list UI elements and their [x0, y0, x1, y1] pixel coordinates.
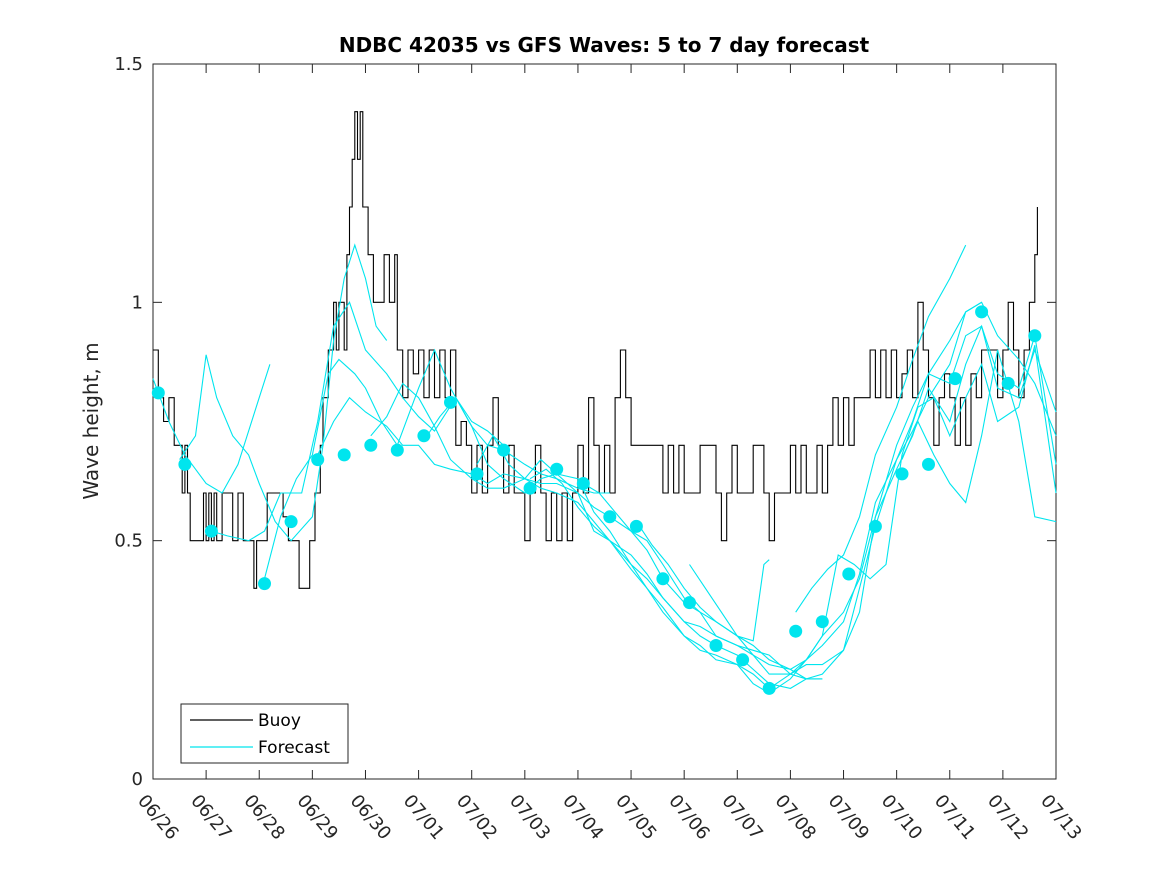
legend: Buoy Forecast — [180, 703, 349, 764]
forecast-marker — [311, 453, 325, 467]
forecast-marker — [178, 457, 192, 471]
forecast-marker — [151, 386, 165, 400]
forecast-marker — [576, 477, 590, 490]
forecast-marker — [842, 567, 856, 581]
chart-title: NDBC 42035 vs GFS Waves: 5 to 7 day fore… — [339, 33, 870, 57]
legend-label-buoy: Buoy — [258, 711, 301, 731]
forecast-marker — [948, 372, 962, 386]
legend-box — [180, 703, 349, 764]
forecast-marker — [683, 596, 696, 610]
forecast-marker — [709, 639, 723, 652]
forecast-marker — [656, 572, 670, 586]
y-axis-label: Wave height, m — [79, 342, 103, 499]
forecast-marker — [815, 615, 829, 629]
y-tick-label: 0.5 — [114, 531, 143, 552]
forecast-marker — [497, 443, 511, 457]
forecast-series-line — [179, 243, 388, 542]
forecast-marker — [1028, 329, 1042, 343]
forecast-series-line — [476, 325, 1057, 694]
y-tick-label: 0 — [132, 769, 143, 790]
forecast-series-line — [370, 301, 982, 690]
forecast-marker — [258, 577, 271, 591]
forecast-marker — [789, 624, 803, 638]
forecast-series-line — [317, 396, 823, 680]
y-tick-label: 1 — [132, 292, 143, 313]
forecast-marker — [444, 395, 457, 409]
forecast-marker — [868, 519, 882, 533]
forecast-marker — [204, 524, 218, 538]
forecast-marker — [1001, 376, 1015, 390]
forecast-marker — [762, 681, 776, 695]
forecast-series-line — [583, 345, 1057, 671]
legend-label-forecast: Forecast — [258, 738, 330, 758]
forecast-marker — [629, 519, 643, 533]
forecast-marker — [417, 429, 431, 443]
forecast-series-line — [152, 364, 271, 494]
forecast-series-line — [635, 521, 770, 642]
axes-box — [152, 63, 1057, 780]
forecast-marker — [337, 448, 351, 462]
buoy-series-line — [153, 111, 1038, 589]
forecast-marker — [736, 653, 750, 667]
forecast-marker — [975, 305, 989, 319]
forecast-marker — [364, 438, 378, 452]
forecast-series-line — [689, 564, 823, 680]
forecast-series-line — [795, 244, 967, 613]
forecast-marker — [603, 510, 617, 524]
forecast-series-line — [529, 324, 1057, 675]
forecast-marker — [470, 467, 484, 481]
forecast-marker — [922, 457, 935, 471]
forecast-marker — [390, 443, 404, 457]
forecast-marker — [550, 462, 564, 476]
forecast-marker — [895, 467, 909, 481]
forecast-marker — [284, 515, 298, 529]
forecast-series-line — [901, 349, 1057, 523]
y-tick-label: 1.5 — [114, 54, 143, 75]
forecast-series-line — [423, 301, 1057, 689]
forecast-marker — [523, 481, 537, 495]
